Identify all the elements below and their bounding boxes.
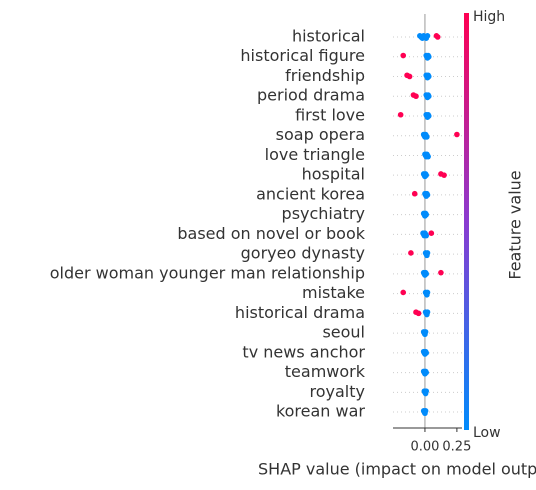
shap-point [423,211,430,218]
colorbar [464,13,469,430]
shap-point [413,93,419,100]
y-tick-label: period drama [257,86,365,105]
shap-point [423,369,430,376]
shap-point [438,269,444,276]
y-tick-label: based on novel or book [177,224,365,243]
shap-point [423,232,430,239]
x-tick-label: 0.25 [442,440,471,455]
shap-point [422,329,429,335]
shap-point [434,34,441,40]
shap-point [454,131,460,138]
y-tick-label: first love [295,105,365,124]
shap-point [424,33,431,39]
y-tick-label: mistake [302,283,365,302]
shap-point [400,289,407,296]
shap-point [428,230,435,236]
shap-point [424,309,431,315]
shap-point [423,172,430,178]
y-tick-label: love triangle [265,145,365,164]
colorbar-title: Feature value [506,170,525,279]
y-tick-label: older woman younger man relationship [50,263,365,282]
shap-point [424,192,431,198]
y-tick-label: hospital [302,165,365,184]
shap-point [415,310,422,317]
shap-point [422,408,429,414]
y-tick-label: historical figure [240,46,365,65]
shap-point [425,93,432,100]
shap-point [397,111,404,118]
shap-point [406,73,413,80]
x-tick-label: 0.00 [410,440,439,455]
shap-point [423,350,430,356]
shap-point [425,53,432,60]
shap-point [408,250,414,256]
y-tick-label: tv news anchor [242,342,365,361]
y-tick-label: ancient korea [256,184,365,203]
shap-point [424,289,431,296]
y-tick-label: korean war [276,402,365,421]
shap-point [411,190,418,197]
y-tick-label: goryeo dynasty [241,244,365,263]
y-tick-label: friendship [285,66,365,85]
shap-point [441,172,447,178]
y-tick-label: psychiatry [282,204,365,223]
y-tick-label: seoul [322,323,365,342]
shap-point [424,250,431,256]
y-tick-label: historical drama [235,303,365,322]
y-tick-label: soap opera [276,125,365,144]
shap-point [424,134,430,140]
shap-point [400,52,407,59]
y-tick-label: teamwork [285,362,366,381]
shap-point [425,113,432,119]
y-tick-label: royalty [310,382,365,401]
shap-point [423,271,430,277]
shap-point [423,388,430,394]
colorbar-low: Low [473,425,501,441]
colorbar-high: High [473,9,505,25]
shap-point [425,153,431,160]
y-tick-label: historical [292,27,365,46]
shap-point [425,73,432,80]
x-axis-label: SHAP value (impact on model output) [258,460,536,479]
